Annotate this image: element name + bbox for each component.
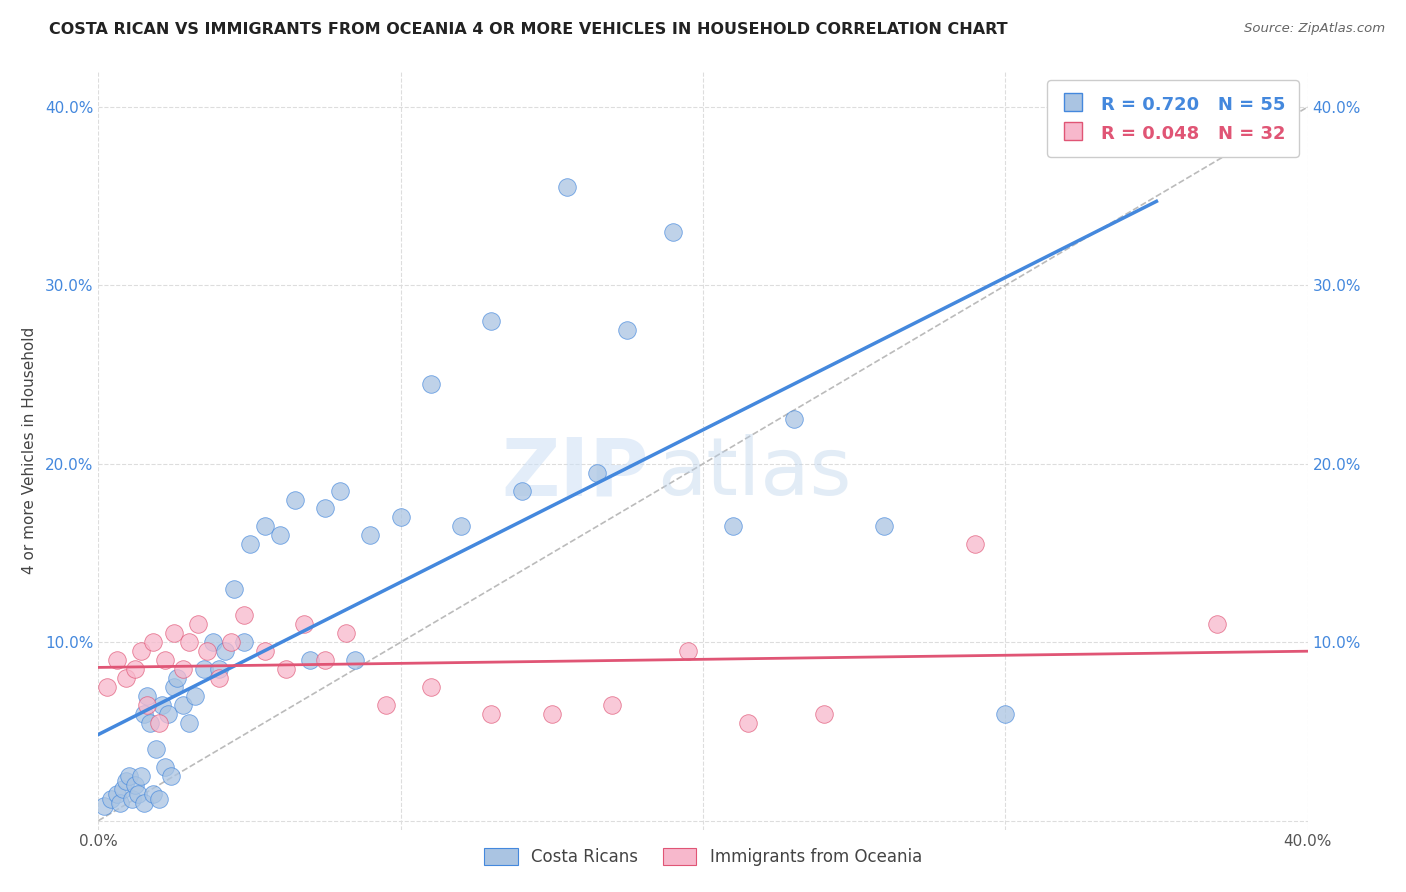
Point — [335, 626, 357, 640]
Point — [374, 698, 396, 712]
Point — [153, 653, 176, 667]
Point — [121, 792, 143, 806]
Point — [179, 635, 201, 649]
Point — [284, 492, 307, 507]
Point — [314, 653, 336, 667]
Point — [269, 528, 291, 542]
Point — [142, 787, 165, 801]
Point — [221, 635, 243, 649]
Point — [208, 671, 231, 685]
Point — [135, 698, 157, 712]
Point — [153, 760, 176, 774]
Point — [129, 644, 152, 658]
Point — [118, 769, 141, 783]
Point — [540, 706, 562, 721]
Legend: R = 0.720   N = 55, R = 0.048   N = 32: R = 0.720 N = 55, R = 0.048 N = 32 — [1047, 80, 1299, 157]
Point — [142, 635, 165, 649]
Point — [93, 799, 115, 814]
Point — [195, 644, 218, 658]
Point — [148, 792, 170, 806]
Text: COSTA RICAN VS IMMIGRANTS FROM OCEANIA 4 OR MORE VEHICLES IN HOUSEHOLD CORRELATI: COSTA RICAN VS IMMIGRANTS FROM OCEANIA 4… — [49, 22, 1008, 37]
Point — [132, 706, 155, 721]
Point — [172, 662, 194, 676]
Point — [224, 582, 246, 596]
Point — [555, 180, 578, 194]
Point — [124, 778, 146, 792]
Point — [586, 466, 609, 480]
Point — [253, 644, 276, 658]
Point — [139, 715, 162, 730]
Point — [965, 537, 987, 551]
Point — [166, 671, 188, 685]
Legend: Costa Ricans, Immigrants from Oceania: Costa Ricans, Immigrants from Oceania — [475, 840, 931, 875]
Point — [179, 715, 201, 730]
Point — [274, 662, 297, 676]
Point — [105, 653, 128, 667]
Point — [723, 519, 745, 533]
Point — [129, 769, 152, 783]
Point — [292, 617, 315, 632]
Point — [114, 671, 136, 685]
Point — [676, 644, 699, 658]
Point — [208, 662, 231, 676]
Point — [108, 796, 131, 810]
Point — [124, 662, 146, 676]
Point — [737, 715, 759, 730]
Point — [510, 483, 533, 498]
Point — [253, 519, 276, 533]
Point — [163, 626, 186, 640]
Point — [232, 635, 254, 649]
Point — [481, 314, 503, 328]
Point — [232, 608, 254, 623]
Point — [602, 698, 624, 712]
Point — [360, 528, 382, 542]
Point — [299, 653, 322, 667]
Point — [187, 617, 209, 632]
Point — [163, 680, 186, 694]
Point — [184, 689, 207, 703]
Point — [127, 787, 149, 801]
Point — [450, 519, 472, 533]
Point — [114, 774, 136, 789]
Point — [389, 510, 412, 524]
Point — [132, 796, 155, 810]
Point — [994, 706, 1017, 721]
Point — [661, 225, 683, 239]
Point — [481, 706, 503, 721]
Point — [135, 689, 157, 703]
Point — [148, 715, 170, 730]
Point — [873, 519, 896, 533]
Point — [105, 787, 128, 801]
Point — [329, 483, 352, 498]
Text: ZIP: ZIP — [502, 434, 648, 512]
Point — [160, 769, 183, 783]
Point — [420, 376, 443, 391]
Point — [239, 537, 262, 551]
Point — [111, 781, 134, 796]
Point — [813, 706, 835, 721]
Point — [1206, 617, 1229, 632]
Point — [420, 680, 443, 694]
Point — [96, 680, 118, 694]
Point — [100, 792, 122, 806]
Point — [193, 662, 215, 676]
Point — [202, 635, 225, 649]
Point — [314, 501, 336, 516]
Point — [150, 698, 173, 712]
Point — [344, 653, 367, 667]
Point — [156, 706, 179, 721]
Point — [214, 644, 236, 658]
Y-axis label: 4 or more Vehicles in Household: 4 or more Vehicles in Household — [21, 326, 37, 574]
Point — [145, 742, 167, 756]
Point — [172, 698, 194, 712]
Point — [616, 323, 638, 337]
Point — [783, 412, 806, 426]
Text: atlas: atlas — [657, 434, 852, 512]
Text: Source: ZipAtlas.com: Source: ZipAtlas.com — [1244, 22, 1385, 36]
